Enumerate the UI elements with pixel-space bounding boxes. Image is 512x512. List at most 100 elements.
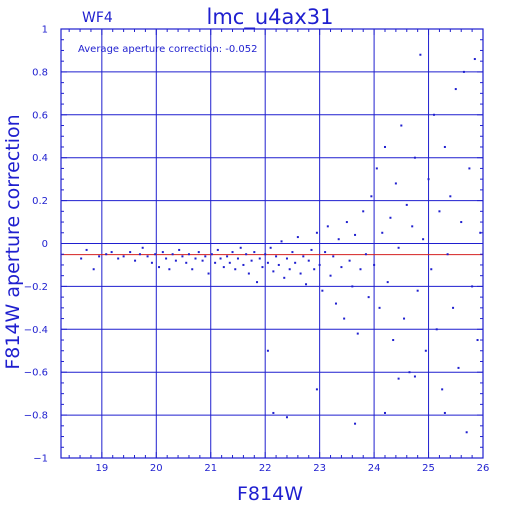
data-point [207, 272, 210, 275]
data-point [85, 248, 88, 251]
data-point [340, 266, 343, 269]
data-point [468, 167, 471, 170]
data-point [441, 388, 444, 391]
data-point [191, 268, 194, 271]
data-point [117, 257, 120, 260]
x-tick-label: 23 [313, 463, 326, 474]
data-point [313, 268, 316, 271]
data-point [154, 253, 157, 256]
chart-title: lmc_u4ax31 [206, 5, 333, 30]
data-point [318, 263, 321, 266]
data-point [354, 233, 357, 236]
data-point [449, 195, 452, 198]
y-axis-label: F814W aperture correction [2, 114, 24, 369]
data-point [329, 274, 332, 277]
y-tick-label: 0.6 [32, 110, 48, 121]
data-point [216, 248, 219, 251]
data-point [356, 332, 359, 335]
y-tick-label: −0.6 [24, 368, 48, 379]
data-point [462, 70, 465, 73]
data-point [283, 276, 286, 279]
chip-label: WF4 [82, 10, 113, 26]
data-point [141, 246, 144, 249]
data-point [334, 302, 337, 305]
data-point [98, 255, 101, 258]
y-tick-label: 0 [42, 239, 48, 250]
data-point [247, 272, 250, 275]
data-point [471, 285, 474, 288]
y-tick-label: −1 [33, 454, 48, 465]
data-point [258, 257, 261, 260]
data-point [324, 251, 327, 254]
data-point [226, 255, 229, 258]
data-point [138, 253, 141, 256]
data-point [161, 251, 164, 254]
data-point [105, 253, 108, 256]
data-point [187, 253, 190, 256]
data-point [134, 259, 137, 262]
data-point [326, 225, 329, 228]
data-point [228, 261, 231, 264]
data-point [362, 210, 365, 213]
y-tick-label: 0.8 [32, 67, 48, 78]
y-tick-label: 0.2 [32, 196, 48, 207]
data-point [411, 225, 414, 228]
data-point [351, 285, 354, 288]
x-tick-label: 20 [150, 463, 163, 474]
data-point [302, 255, 305, 258]
data-point [294, 261, 297, 264]
x-tick-label: 26 [477, 463, 490, 474]
data-point [214, 261, 217, 264]
data-point [307, 259, 310, 262]
data-point [239, 246, 242, 249]
data-point [364, 253, 367, 256]
data-point [129, 251, 132, 254]
data-point [80, 257, 83, 260]
data-point [280, 240, 283, 243]
data-point [405, 203, 408, 206]
data-point [174, 259, 177, 262]
data-point [181, 255, 184, 258]
data-point [422, 238, 425, 241]
data-point [315, 231, 318, 234]
data-point [315, 388, 318, 391]
data-point [435, 328, 438, 331]
data-point [389, 216, 392, 219]
data-points [80, 53, 482, 434]
x-tick-label: 21 [204, 463, 217, 474]
data-point [201, 259, 204, 262]
data-point [403, 317, 406, 320]
data-point [381, 231, 384, 234]
data-point [210, 253, 213, 256]
data-point [178, 248, 181, 251]
data-point [310, 248, 313, 251]
data-point [185, 261, 188, 264]
data-point [242, 263, 245, 266]
data-point [194, 257, 197, 260]
data-point [383, 145, 386, 148]
data-point [122, 255, 125, 258]
data-point [394, 182, 397, 185]
data-point [343, 317, 346, 320]
data-point [277, 263, 280, 266]
data-point [266, 349, 269, 352]
data-point [370, 195, 373, 198]
data-point [197, 251, 200, 254]
data-point [400, 124, 403, 127]
data-point [321, 289, 324, 292]
data-point [373, 263, 376, 266]
data-point [285, 416, 288, 419]
data-point [222, 266, 225, 269]
data-point [296, 236, 299, 239]
data-point [419, 53, 422, 56]
data-point [291, 251, 294, 254]
data-point [354, 422, 357, 425]
data-point [332, 255, 335, 258]
data-point [256, 281, 259, 284]
data-point [457, 366, 460, 369]
data-point [204, 255, 207, 258]
data-point [378, 306, 381, 309]
data-point [397, 377, 400, 380]
data-point [392, 339, 395, 342]
